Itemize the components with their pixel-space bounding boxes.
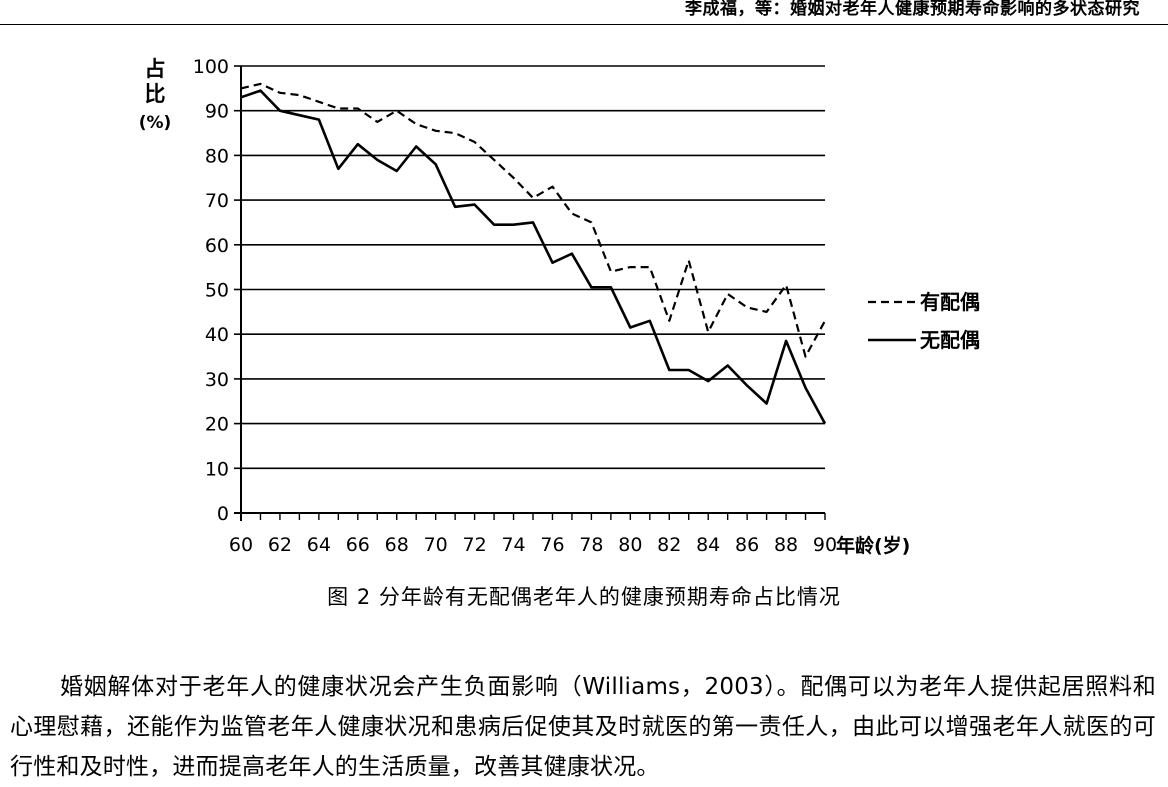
legend-label-1: 有配偶 [920,290,980,314]
xtick-label-62: 62 [268,534,292,556]
ytick-label-100: 100 [193,56,229,78]
xtick-label-84: 84 [696,534,720,556]
xtick-label-86: 86 [735,534,759,556]
legend-label-2: 无配偶 [920,328,980,352]
figure-line-chart: 0 10 20 30 40 50 60 70 80 90 100 60 62 64 66 68 70 72 74 76… [139,56,980,557]
ytick-label-20: 20 [205,414,229,436]
xtick-label-90: 90 [813,534,837,556]
y-axis-label: 占比 (%) [139,57,172,133]
body-paragraph-text: 婚姻解体对于老年人的健康状况会产生负面影响（Williams，2003）。配偶可… [10,674,1156,780]
xtick-label-74: 74 [501,534,525,556]
xtick-label-76: 76 [540,534,564,556]
xtick-label-82: 82 [657,534,681,556]
ytick-label-90: 90 [205,101,229,123]
data-series [240,82,827,425]
xtick-label-68: 68 [385,534,409,556]
series-line-1 [240,82,826,358]
xtick-label-70: 70 [424,534,448,556]
xtick-label-60: 60 [229,534,253,556]
xtick-label-72: 72 [463,534,487,556]
ytick-label-50: 50 [205,280,229,302]
xtick-label-78: 78 [579,534,603,556]
xtick-label-66: 66 [346,534,370,556]
y-axis-label-part-3: (%) [139,113,172,133]
ytick-label-70: 70 [205,190,229,212]
ytick-label-10: 10 [205,458,229,480]
grid-lines [241,65,825,470]
xtick-label-80: 80 [618,534,642,556]
ytick-label-0: 0 [217,503,229,525]
tick-labels: 0 10 20 30 40 50 60 70 80 90 100 60 62 64 66 68 70 72 74 76… [193,56,837,556]
y-axis-label-part-2: 比 [145,82,166,106]
body-paragraph: 婚姻解体对于老年人的健康状况会产生负面影响（Williams，2003）。配偶可… [10,667,1156,787]
x-axis-label: 年龄(岁) [836,534,910,557]
y-axis-label-part-1: 占 [145,57,166,81]
ytick-label-40: 40 [205,324,229,346]
figure-caption: 图 2 分年龄有无配偶老年人的健康预期寿命占比情况 [327,585,841,609]
xtick-label-88: 88 [774,534,798,556]
running-title: 李成福，等：婚姻对老年人健康预期寿命影响的多状态研究 [685,0,1140,19]
header-rule [0,24,1168,25]
ytick-label-30: 30 [205,369,229,391]
chart-axes [234,65,826,521]
ytick-label-60: 60 [205,235,229,257]
series-line-2 [240,89,827,425]
ytick-label-80: 80 [205,145,229,167]
xtick-label-64: 64 [307,534,331,556]
